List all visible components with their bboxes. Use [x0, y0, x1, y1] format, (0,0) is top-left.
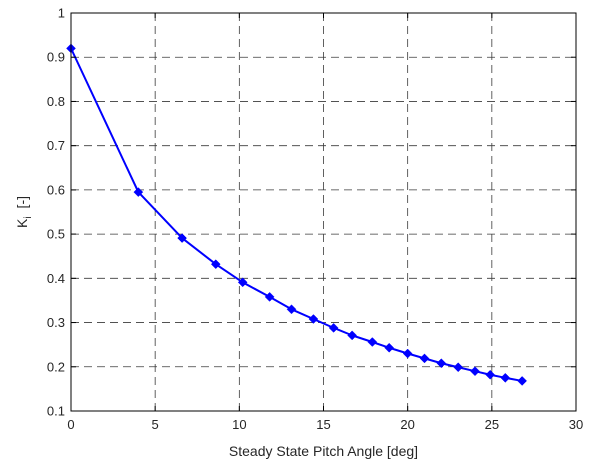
data-point-marker: [384, 342, 395, 353]
data-point-marker: [453, 362, 464, 373]
data-point-marker: [286, 304, 297, 315]
data-point-marker: [347, 330, 357, 341]
x-tick-label: 5: [152, 417, 159, 432]
data-point-marker: [436, 358, 447, 369]
y-axis-label-unit: [-]: [14, 196, 30, 208]
data-point-marker: [485, 369, 496, 380]
x-tick-label: 30: [569, 417, 583, 432]
data-point-marker: [308, 314, 319, 324]
y-tick-label: 0.5: [47, 227, 65, 242]
y-tick-label: 1: [58, 6, 65, 21]
series-layer: [66, 43, 527, 386]
data-point-marker: [500, 372, 511, 383]
y-tick-label: 0.1: [47, 404, 65, 419]
y-axis-label-main: K: [14, 218, 30, 228]
y-tick-label: 0.7: [47, 138, 65, 153]
y-tick-label: 0.6: [47, 182, 65, 197]
x-tick-label: 25: [485, 417, 499, 432]
grid: [71, 13, 576, 411]
tick-marks: [70, 12, 577, 412]
x-axis-label: Steady State Pitch Angle [deg]: [229, 443, 418, 459]
y-tick-label: 0.4: [47, 271, 65, 286]
data-point-marker: [367, 337, 378, 347]
y-tick-labels: 0.1 0.2 0.3 0.4 0.5 0.6 0.7 0.8 0.9 1: [47, 6, 65, 419]
y-axis-label-subscript: i: [23, 216, 34, 218]
data-point-marker: [402, 348, 413, 359]
x-tick-label: 15: [316, 417, 330, 432]
data-point-marker: [328, 323, 339, 333]
data-point-marker: [419, 353, 430, 364]
data-point-marker: [517, 376, 527, 386]
y-tick-label: 0.9: [47, 50, 65, 65]
x-tick-label: 0: [67, 417, 74, 432]
data-point-marker: [210, 259, 221, 270]
y-tick-label: 0.3: [47, 315, 65, 330]
x-tick-label: 10: [232, 417, 246, 432]
y-axis-label: Ki [-]: [14, 196, 34, 228]
data-point-marker: [177, 233, 187, 243]
x-tick-label: 20: [400, 417, 414, 432]
y-tick-label: 0.8: [47, 94, 65, 109]
x-tick-labels: 0 5 10 15 20 25 30: [67, 417, 583, 432]
data-point-marker: [133, 187, 144, 197]
data-point-marker: [264, 292, 275, 302]
data-point-marker: [470, 366, 480, 377]
y-tick-label: 0.2: [47, 359, 65, 374]
data-point-marker: [237, 277, 248, 288]
